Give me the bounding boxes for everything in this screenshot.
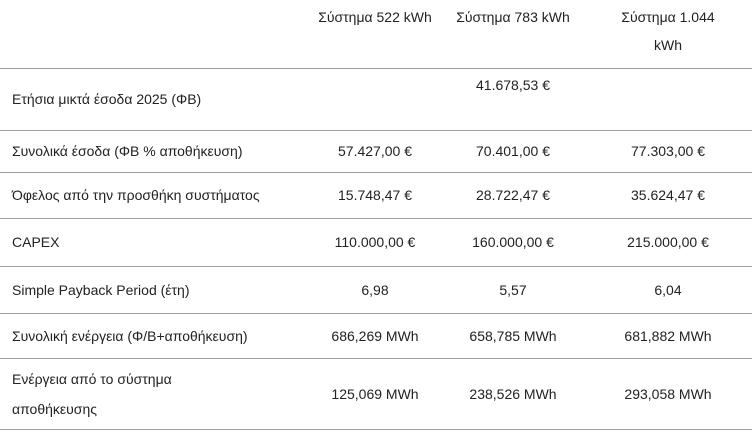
row-rule — [0, 68, 752, 69]
cell-value: 28.722,47 € — [476, 187, 550, 203]
cell-value: 35.624,47 € — [631, 187, 705, 203]
cell-value: 125,069 MWh — [331, 386, 419, 402]
cell-value: 110.000,00 € — [334, 234, 416, 250]
row-label: Ενέργεια από το σύστημα αποθήκευσης — [12, 371, 172, 417]
column-header: Σύστημα 783 kWh — [456, 9, 570, 25]
row-rule — [0, 313, 752, 314]
row-rule — [0, 358, 752, 359]
row-rule — [0, 172, 752, 173]
column-header: Σύστημα 1.044 kWh — [621, 9, 715, 53]
row-label: Συνολικά έσοδα (ΦΒ % αποθήκευση) — [12, 143, 243, 159]
cell-value: 15.748,47 € — [338, 187, 412, 203]
cell-value: 77.303,00 € — [631, 143, 705, 159]
cell-value: 681,882 MWh — [624, 327, 712, 344]
row-label: Simple Payback Period (έτη) — [12, 281, 190, 298]
merged-value: 41.678,53 € — [476, 77, 550, 93]
row-rule — [0, 266, 752, 267]
column-header: Σύστημα 522 kWh — [318, 9, 432, 25]
row-label: Ετήσια μικτά έσοδα 2025 (ΦΒ) — [12, 91, 202, 107]
row-rule — [0, 218, 752, 219]
cell-value: 5,57 — [499, 281, 527, 298]
row-rule — [0, 130, 752, 131]
cell-value: 6,98 — [361, 281, 389, 298]
cell-value: 238,526 MWh — [469, 386, 557, 402]
row-label: Όφελος από την προσθήκη συστήματος — [12, 187, 260, 203]
row-label: Συνολική ενέργεια (Φ/Β+αποθήκευση) — [12, 327, 248, 344]
cell-value: 293,058 MWh — [624, 386, 712, 402]
cell-value: 160.000,00 € — [472, 234, 554, 250]
cell-value: 57.427,00 € — [338, 143, 412, 159]
row-rule — [0, 429, 752, 430]
cell-value: 686,269 MWh — [331, 327, 419, 344]
cell-value: 70.401,00 € — [476, 143, 550, 159]
cell-value: 658,785 MWh — [469, 327, 557, 344]
cell-value: 6,04 — [654, 281, 682, 298]
row-label: CAPEX — [12, 234, 60, 250]
cell-value: 215.000,00 € — [627, 234, 709, 250]
